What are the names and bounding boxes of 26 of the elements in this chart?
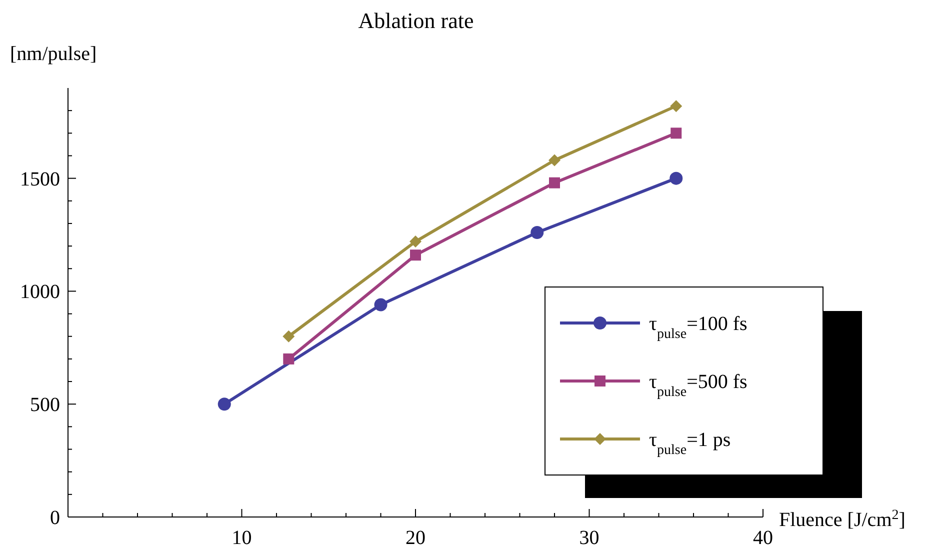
y-axis-title: [nm/pulse] [10,43,97,65]
point [282,330,295,342]
point [283,353,294,364]
y-tick-label: 0 [50,507,60,529]
x-axis-title: Fluence [J/cm$^{2}$] [779,508,906,531]
point [374,298,388,312]
point [410,236,422,248]
x-tick-label: 10 [232,527,252,549]
point [670,100,682,112]
point [549,177,560,188]
x-tick-label: 20 [406,527,426,549]
point [530,226,544,240]
point [410,250,421,261]
x-tick-label: 40 [753,527,773,549]
y-tick-label: 500 [30,394,60,416]
y-tick-label: 1000 [20,281,60,304]
point [670,128,682,139]
point [218,398,231,411]
legend-label: τ$_{pulse}$=1 ps [649,429,731,458]
y-tick-label: 1500 [20,168,60,190]
legend-label: τ$_{pulse}$=500 fs [649,371,748,400]
point [548,154,560,166]
x-tick-label: 30 [579,527,600,549]
chart-title: Ablation rate [358,8,474,33]
point [670,172,683,185]
legend-label: τ$_{pulse}$=100 fs [649,313,748,342]
